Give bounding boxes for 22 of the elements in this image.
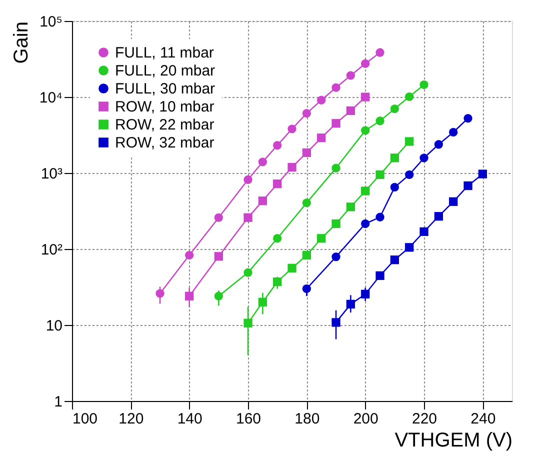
x-tick-label: 180 [294,410,320,428]
legend-label: ROW, 32 mbar [115,134,214,152]
y-tick-label: 10 [46,318,62,334]
y-tick-label: 10⁴ [39,90,62,106]
y-axis-title: Gain [10,22,32,64]
x-tick-label: 160 [236,410,262,428]
legend-label: FULL, 11 mbar [115,44,214,62]
x-tick-label: 200 [353,410,378,428]
x-axis-title: VTHGEM (V) [394,430,512,452]
legend-label: FULL, 30 mbar [115,80,216,98]
legend-label: FULL, 20 mbar [115,62,216,80]
y-tick-label: 1 [54,394,62,410]
y-tick-label: 10³ [40,166,62,182]
y-tick-label: 10² [40,242,62,258]
x-tick-label: 240 [470,410,496,428]
x-tick-label: 140 [177,410,202,428]
x-tick-label: 220 [412,410,438,428]
legend-label: ROW, 22 mbar [115,116,214,134]
y-tick-label: 10⁵ [40,14,62,30]
x-tick-label: 120 [118,410,144,428]
legend-label: ROW, 10 mbar [115,98,214,116]
x-tick-label: 100 [72,410,98,428]
